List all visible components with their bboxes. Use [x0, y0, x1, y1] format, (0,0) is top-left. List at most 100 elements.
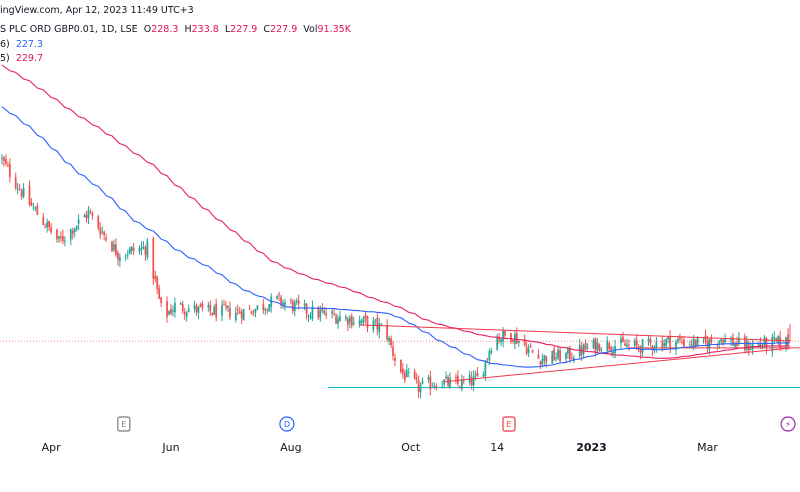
- close-value: 227.9: [270, 24, 298, 35]
- candle-body: [348, 317, 351, 323]
- candle-body: [325, 313, 328, 316]
- candle-body: [626, 344, 628, 347]
- candle-body: [44, 226, 47, 228]
- upper-trendline: [359, 324, 791, 342]
- candle-body: [140, 247, 143, 250]
- candle-body: [223, 303, 225, 305]
- candle-body: [596, 342, 599, 350]
- candle-body: [209, 304, 212, 312]
- candle-body: [445, 376, 447, 379]
- candle-body: [266, 310, 269, 312]
- candle-body: [213, 306, 216, 315]
- candle-body: [346, 318, 349, 325]
- candle-body: [427, 377, 430, 380]
- ma-slow-legend[interactable]: 5) 229.7: [0, 53, 43, 64]
- candle-body: [433, 386, 436, 387]
- candle-body: [376, 317, 379, 330]
- candle-body: [73, 229, 76, 233]
- candle-body: [647, 338, 650, 342]
- candle-body: [390, 338, 392, 346]
- candle-body: [541, 359, 544, 364]
- candle-body: [512, 339, 514, 342]
- candle-body: [227, 305, 229, 308]
- candle-body: [18, 189, 21, 190]
- candle-body: [117, 252, 119, 260]
- candle-body: [174, 302, 176, 313]
- candle-body: [455, 377, 457, 379]
- candle-body: [199, 304, 202, 307]
- candle-body: [732, 337, 734, 346]
- candle-body: [115, 244, 117, 255]
- candle-body: [553, 348, 556, 360]
- candle-body: [696, 337, 699, 347]
- candle-body: [386, 324, 389, 340]
- candle-body: [166, 300, 168, 317]
- candle-body: [62, 236, 64, 242]
- candle-body: [612, 351, 615, 354]
- candle-body: [111, 241, 113, 252]
- candle-body: [77, 219, 80, 224]
- candle-body: [14, 177, 17, 188]
- candle-body: [759, 343, 762, 346]
- candle-body: [85, 215, 88, 219]
- candle-body: [20, 190, 23, 197]
- candle-body: [225, 305, 227, 308]
- x-tick-label: 2023: [576, 441, 607, 454]
- ma-fast-legend[interactable]: 6) 227.3: [0, 39, 43, 50]
- candle-body: [352, 322, 355, 324]
- candle-body: [525, 346, 528, 355]
- candle-body: [400, 359, 402, 372]
- candle-body: [531, 349, 534, 353]
- candle-body: [128, 248, 131, 254]
- x-tick-label: Apr: [42, 441, 62, 454]
- candle-body: [757, 344, 760, 347]
- candle-body: [144, 247, 147, 255]
- candle-body: [185, 312, 188, 317]
- candle-body: [350, 316, 353, 326]
- candle-body: [502, 330, 504, 342]
- candle-body: [679, 337, 681, 340]
- candle-body: [89, 212, 92, 214]
- candle-body: [87, 210, 90, 219]
- candle-body: [311, 306, 314, 319]
- candle-body: [168, 311, 170, 315]
- candle-body: [284, 302, 286, 306]
- candle-body: [667, 336, 670, 340]
- candle-body: [600, 349, 603, 351]
- lower-trendline: [444, 347, 791, 383]
- candle-body: [99, 228, 102, 235]
- x-tick-label: Mar: [697, 441, 718, 454]
- candle-body: [364, 315, 367, 319]
- candle-body: [559, 350, 561, 362]
- event-glyph: D: [284, 420, 290, 429]
- candle-body: [22, 187, 25, 197]
- close-label: C: [263, 24, 271, 35]
- candle-body: [264, 308, 267, 311]
- x-tick-label: Aug: [280, 441, 301, 454]
- candle-body: [280, 297, 282, 305]
- candle-body: [490, 350, 493, 353]
- ma-slow-prefix: 5): [0, 53, 10, 64]
- candle-body: [374, 319, 377, 321]
- candle-body: [500, 339, 503, 343]
- candle-body: [282, 302, 284, 305]
- candle-body: [339, 316, 341, 322]
- candle-body: [586, 346, 589, 348]
- candle-body: [484, 360, 487, 376]
- candle-body: [622, 336, 624, 343]
- candle-body: [126, 254, 129, 256]
- candle-body: [669, 336, 672, 349]
- candle-body: [211, 312, 214, 315]
- candle-body: [71, 230, 74, 235]
- candle-body: [360, 320, 363, 323]
- candle-body: [3, 157, 5, 161]
- candle-body: [486, 358, 489, 360]
- candle-body: [641, 339, 644, 353]
- candle-body: [75, 225, 78, 230]
- candle-body: [677, 339, 679, 342]
- candle-body: [592, 339, 595, 349]
- candle-body: [431, 387, 434, 388]
- candle-body: [476, 372, 479, 377]
